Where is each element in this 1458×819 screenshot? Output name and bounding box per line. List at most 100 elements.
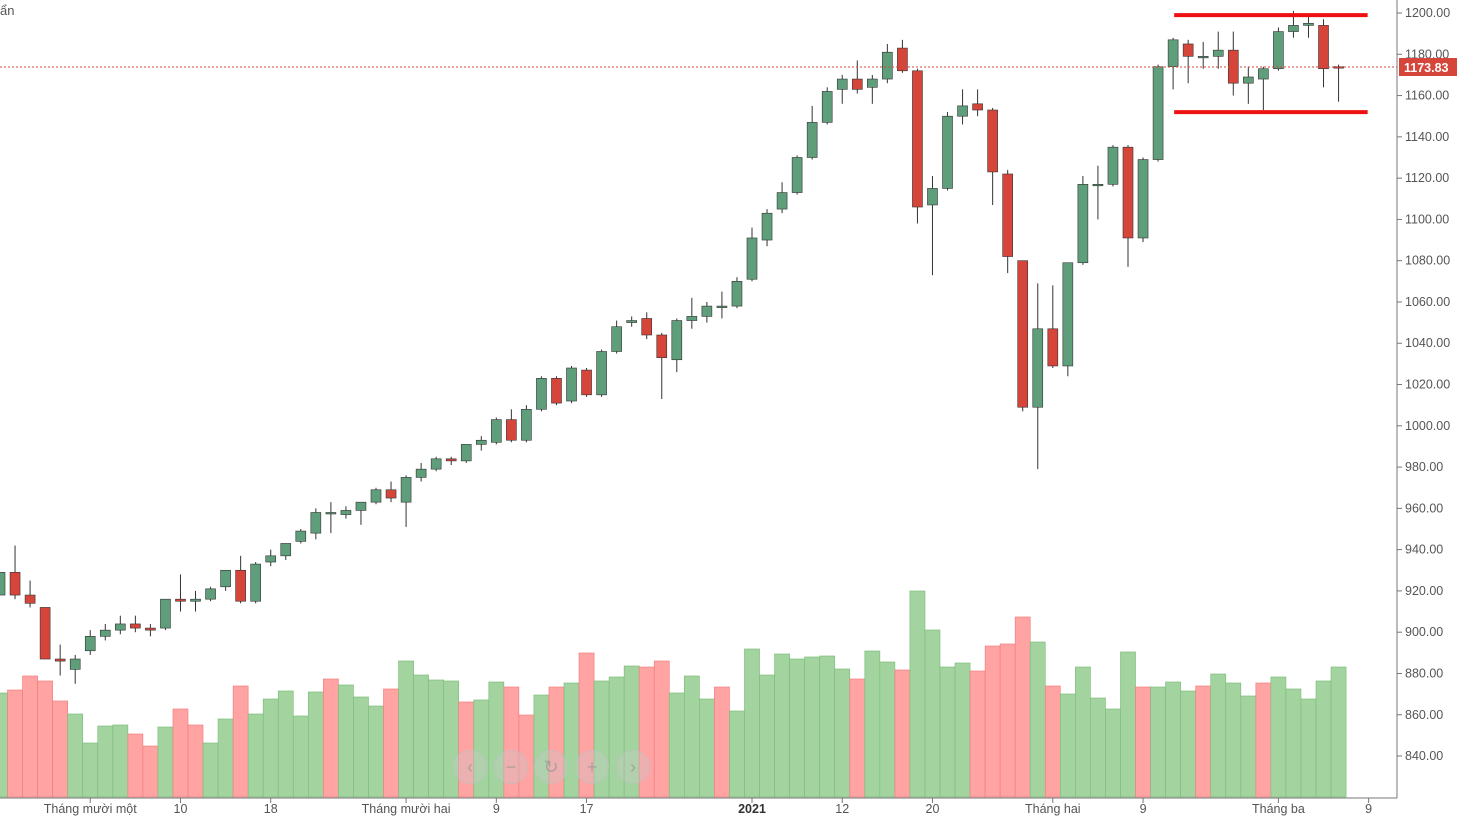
volume-bar: [1225, 682, 1242, 798]
volume-bar: [744, 648, 760, 798]
y-tick-label: 980.00: [1405, 460, 1443, 474]
candle-up: [190, 598, 201, 602]
volume-bar: [398, 660, 414, 798]
volume-bar: [368, 705, 384, 798]
candle-up: [731, 281, 743, 307]
volume-bar: [112, 724, 129, 798]
volume-bar: [172, 708, 189, 798]
x-tick-label: 9: [1140, 802, 1147, 816]
volume-bar: [157, 726, 174, 798]
candle-up: [1092, 184, 1104, 187]
candle-down: [656, 334, 668, 358]
candle-up: [325, 512, 337, 515]
x-tick-label: 2021: [738, 802, 766, 816]
candle-up: [84, 636, 96, 652]
candle-up: [205, 588, 216, 600]
candle-up: [250, 563, 261, 602]
volume-bar: [1240, 695, 1257, 798]
candle-down: [581, 369, 592, 396]
candle-up: [1167, 39, 1179, 67]
candle-up: [1062, 262, 1074, 367]
volume-bar: [67, 713, 84, 798]
candle-up: [265, 555, 277, 563]
volume-bar: [1044, 685, 1061, 798]
candle-up: [1303, 23, 1314, 26]
volume-bar: [428, 679, 445, 798]
volume-bar: [1330, 666, 1347, 798]
candle-up: [776, 192, 788, 210]
volume-bar: [563, 682, 580, 798]
volume-bar: [879, 661, 896, 798]
x-tick-label: Tháng ba: [1252, 802, 1305, 816]
y-tick-label: 1080.00: [1405, 254, 1450, 268]
reset-button[interactable]: ↻: [534, 750, 568, 784]
volume-bar: [7, 689, 23, 798]
volume-bar: [804, 656, 821, 798]
y-tick-label: 1180.00: [1405, 47, 1449, 61]
last-price-badge: [1399, 58, 1457, 77]
candle-down: [1002, 173, 1013, 257]
x-tick-label: Tháng hai: [1025, 802, 1081, 816]
candle-up: [626, 320, 637, 323]
hide-label[interactable]: ẩn: [0, 3, 15, 18]
candle-down: [1318, 25, 1329, 70]
candle-up: [867, 78, 878, 88]
volume-bar: [849, 678, 866, 798]
candle-down: [235, 569, 246, 602]
last-price-label: 1173.83: [1404, 61, 1449, 75]
volume-bar: [217, 718, 234, 798]
volume-bar: [864, 650, 881, 798]
candle-up: [1243, 76, 1254, 84]
x-tick-label: Tháng mười hai: [362, 802, 451, 816]
volume-bar: [383, 688, 399, 798]
volume-bar: [1135, 686, 1151, 798]
candle-up: [716, 305, 728, 308]
candle-up: [957, 105, 968, 117]
candle-down: [851, 78, 863, 90]
candle-down: [1122, 146, 1134, 239]
candle-down: [145, 627, 156, 631]
candle-up: [536, 378, 547, 410]
x-tick-label: 20: [926, 802, 940, 816]
candle-up: [115, 623, 126, 631]
y-tick-label: 1060.00: [1405, 295, 1450, 309]
candle-up: [942, 115, 953, 189]
candle-down: [24, 594, 36, 604]
volume-bar: [714, 686, 730, 798]
y-tick-label: 900.00: [1405, 625, 1443, 639]
zoom-in-button[interactable]: +: [575, 750, 609, 784]
volume-bar: [22, 675, 38, 798]
candle-down: [445, 458, 457, 462]
volume-bar: [307, 691, 324, 798]
candle-up: [0, 572, 6, 596]
volume-bar: [97, 725, 114, 798]
volume-bar: [759, 674, 775, 798]
volume-bar: [277, 690, 294, 798]
volume-bar: [969, 670, 986, 798]
candle-up: [686, 316, 698, 321]
candle-down: [1017, 260, 1029, 408]
volume-bar: [232, 685, 249, 798]
volume-bar: [1285, 688, 1302, 798]
volume-bar: [668, 692, 685, 798]
candle-up: [370, 489, 382, 503]
candle-up: [806, 122, 818, 158]
candle-up: [566, 367, 577, 402]
y-tick-label: 940.00: [1405, 543, 1443, 557]
scroll-left-button[interactable]: ‹: [453, 750, 487, 784]
volume-bar: [142, 745, 159, 798]
candle-up: [701, 305, 713, 317]
x-tick-label: 12: [835, 802, 849, 816]
x-tick-label: 9: [1365, 802, 1372, 816]
candle-down: [385, 489, 397, 499]
y-tick-label: 860.00: [1405, 708, 1443, 722]
zoom-out-button[interactable]: −: [494, 750, 528, 784]
candle-down: [1047, 328, 1059, 367]
scroll-right-button[interactable]: ›: [616, 750, 650, 784]
candle-down: [551, 378, 562, 404]
candle-up: [882, 51, 893, 80]
candle-up: [491, 419, 502, 443]
candle-up: [1197, 56, 1209, 59]
candle-down: [130, 623, 141, 629]
